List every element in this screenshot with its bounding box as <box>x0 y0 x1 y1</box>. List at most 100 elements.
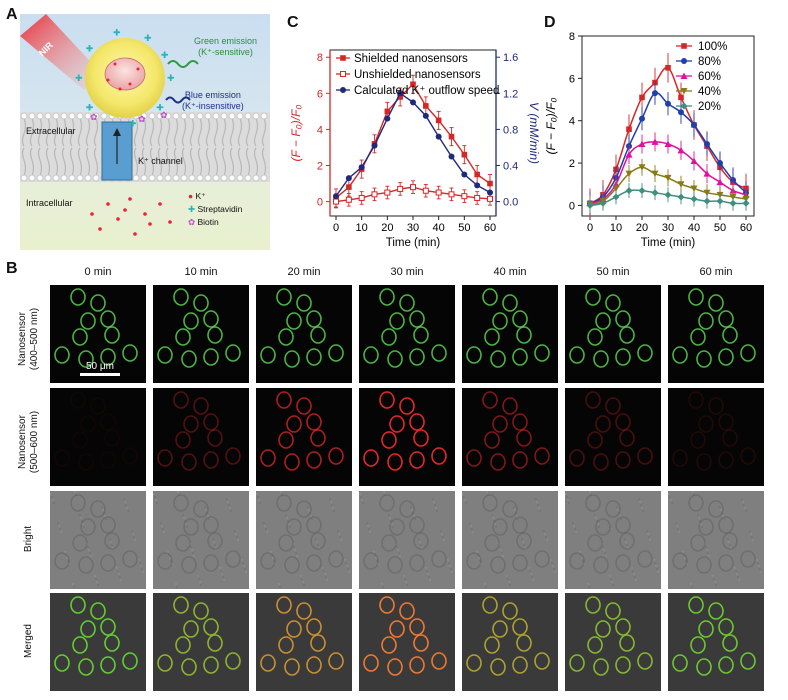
cell-outline <box>718 656 734 674</box>
cell-outline <box>718 348 734 366</box>
chart-d-point <box>664 140 672 147</box>
y-right-tick-label: 1.6 <box>503 52 518 64</box>
bright-field-tile <box>668 491 764 589</box>
cell-outline <box>70 288 86 306</box>
noise-speck <box>301 578 303 580</box>
lipid-head <box>236 112 244 120</box>
cell-outline <box>363 346 379 364</box>
cell-outline <box>310 634 326 652</box>
cell-outline <box>104 326 120 344</box>
y-right-tick-label: 1.2 <box>503 88 518 100</box>
noise-speck <box>289 526 291 528</box>
noise-speck <box>53 502 55 504</box>
noise-speck <box>605 555 607 557</box>
chart-d-point <box>586 201 594 209</box>
noise-speck <box>418 538 420 540</box>
nanosensor-blue-tile <box>256 285 352 383</box>
chart-d: 0 10 20 30 40 50 60 0 2 4 6 8 Time (min) (F − F₀)/F₀ 1… <box>544 31 755 249</box>
merged-tile <box>668 593 764 691</box>
noise-speck <box>359 493 361 495</box>
row-label-line1: Nanosensor <box>17 312 28 366</box>
noise-speck <box>200 584 202 586</box>
noise-speck <box>403 575 405 577</box>
noise-speck <box>52 499 54 501</box>
lipid-tail <box>29 117 35 147</box>
micrograph <box>466 288 550 368</box>
cell-outline <box>718 554 734 572</box>
lipid-tail <box>77 147 83 177</box>
noise-speck <box>471 528 473 530</box>
noise-speck <box>410 506 412 508</box>
cell-outline <box>379 596 395 614</box>
cell-outline <box>696 350 712 368</box>
panel-letter-d: D <box>544 14 556 31</box>
lipid-head <box>60 174 68 182</box>
cell-outline <box>173 596 189 614</box>
noise-speck <box>72 583 74 585</box>
x-tick-label: 20 <box>381 222 393 234</box>
chart-c-point <box>397 90 404 97</box>
cell-outline <box>260 654 276 672</box>
noise-speck <box>521 538 523 540</box>
cell-outline <box>183 518 199 536</box>
noise-speck <box>280 491 282 493</box>
noise-speck <box>73 586 75 588</box>
lipid-head <box>196 112 204 120</box>
lipid-tail <box>221 147 227 177</box>
noise-speck <box>535 498 537 500</box>
cell-outline <box>512 554 528 572</box>
noise-speck <box>256 493 258 495</box>
noise-speck <box>758 565 760 567</box>
y-right-tick-label: 0.0 <box>503 197 518 209</box>
lipid-tail <box>189 117 195 147</box>
noise-speck <box>80 517 82 519</box>
noise-speck <box>554 571 556 573</box>
noise-speck <box>612 584 614 586</box>
chart-d-point <box>690 195 698 203</box>
noise-speck <box>550 559 552 561</box>
noise-speck <box>465 502 467 504</box>
y-right-tick-label: 0.4 <box>503 160 518 172</box>
cell-outline <box>615 656 631 674</box>
cell-outline <box>54 346 70 364</box>
k-ion-dot <box>143 212 147 216</box>
lipid-tail <box>93 117 99 147</box>
cell-outline <box>512 413 528 431</box>
noise-speck <box>366 522 368 524</box>
cell-outline <box>54 552 70 570</box>
chart-d-point <box>717 160 723 167</box>
noise-speck <box>507 578 509 580</box>
chart-d-point <box>612 185 620 192</box>
y-tick-label: 8 <box>569 31 575 43</box>
lipid-head <box>44 112 52 120</box>
chart-d-point <box>677 181 685 188</box>
noise-speck <box>221 573 223 575</box>
lipid-head <box>84 112 92 120</box>
noise-speck <box>639 501 641 503</box>
lipid-head <box>180 174 188 182</box>
cell-outline <box>173 494 189 512</box>
micrograph <box>569 288 653 368</box>
noise-speck <box>572 522 574 524</box>
noise-speck <box>532 579 534 581</box>
cell-outline <box>328 344 344 362</box>
chart-d-ylabel: (F − F₀)/F₀ <box>544 98 558 155</box>
lipid-head <box>260 174 268 182</box>
noise-speck <box>447 559 449 561</box>
lipid-head <box>60 112 68 120</box>
noise-speck <box>346 565 348 567</box>
cell-outline <box>78 453 94 471</box>
noise-speck <box>413 515 415 517</box>
cell-outline <box>409 451 425 469</box>
noise-speck <box>760 571 762 573</box>
cell-outline <box>183 415 199 433</box>
noise-speck <box>714 581 716 583</box>
noise-speck <box>60 531 62 533</box>
noise-speck <box>332 507 334 509</box>
cell-outline <box>595 518 611 536</box>
cell-outline <box>310 532 326 550</box>
noise-speck <box>551 562 553 564</box>
noise-speck <box>368 528 370 530</box>
k-ion-dot <box>158 202 162 206</box>
noise-speck <box>514 509 516 511</box>
